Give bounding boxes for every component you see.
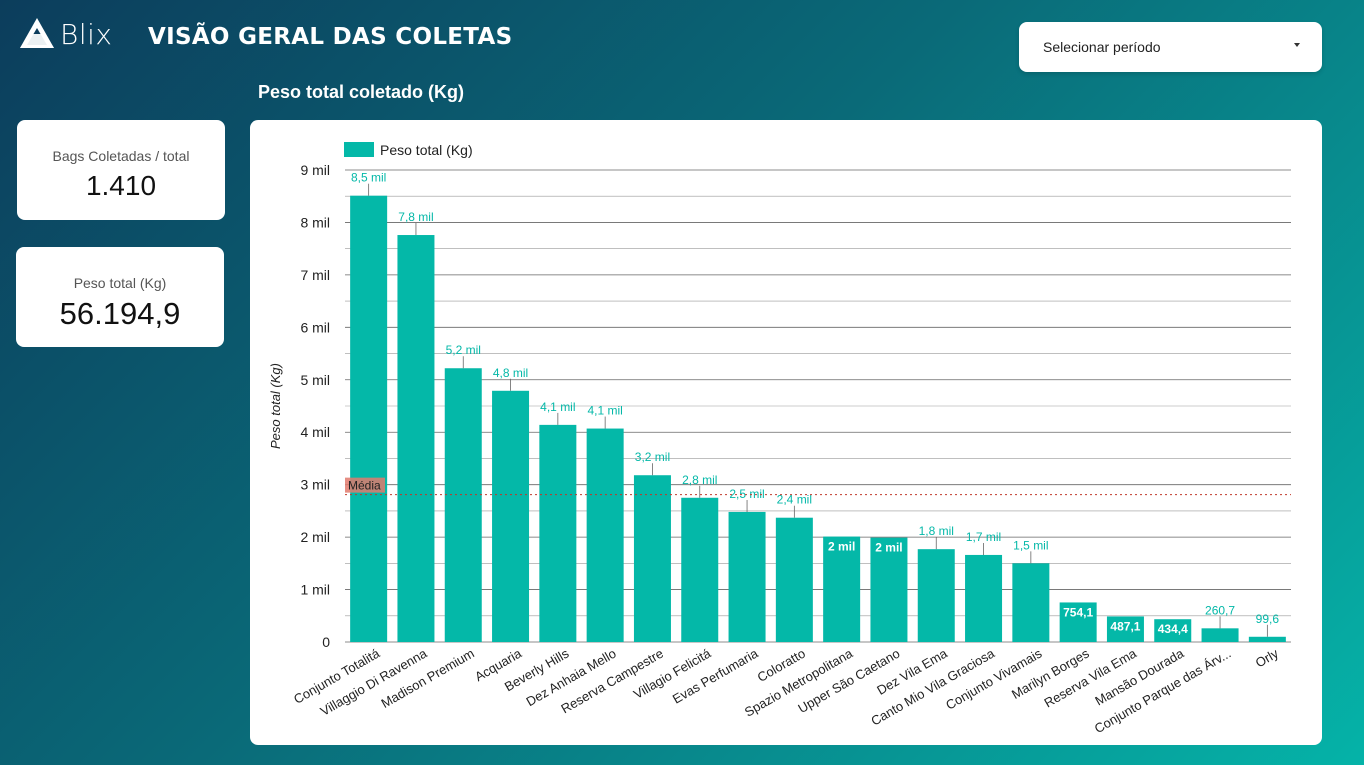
y-tick-label: 4 mil — [300, 424, 330, 440]
y-tick-label: 1 mil — [300, 582, 330, 598]
data-label: 4,1 mil — [587, 404, 622, 418]
bar — [823, 536, 861, 642]
kpi-label: Bags Coletadas / total — [52, 148, 190, 164]
data-label: 434,4 — [1158, 622, 1188, 636]
bar — [1154, 619, 1192, 642]
period-select-label: Selecionar período — [1043, 39, 1161, 55]
y-axis-title: Peso total (Kg) — [268, 363, 283, 449]
caret-down-icon — [1294, 43, 1300, 47]
legend-swatch — [344, 142, 374, 157]
bar — [775, 517, 813, 642]
data-label: 2 mil — [828, 540, 855, 554]
bar — [397, 235, 435, 642]
data-label: 260,7 — [1205, 603, 1235, 617]
y-tick-label: 0 — [322, 634, 330, 650]
bar — [1059, 602, 1097, 642]
x-tick-label: Orly — [1253, 645, 1282, 670]
data-label: 2,8 mil — [682, 473, 717, 487]
legend-label: Peso total (Kg) — [380, 142, 473, 158]
bar — [350, 195, 388, 642]
bar — [539, 424, 577, 642]
bar — [681, 497, 719, 642]
bar — [1248, 636, 1286, 642]
bar — [870, 537, 908, 642]
data-label: 4,1 mil — [540, 400, 575, 414]
bar — [633, 475, 671, 642]
y-tick-label: 5 mil — [300, 372, 330, 388]
kpi-value: 1.410 — [85, 170, 157, 201]
average-tag — [345, 477, 385, 493]
kpi-card-bags: Bags Coletadas / total 1.410 — [17, 120, 225, 220]
page-title: VISÃO GERAL DAS COLETAS — [148, 24, 513, 50]
bar — [1201, 628, 1239, 642]
data-label: 3,2 mil — [635, 450, 670, 464]
kpi-label: Peso total (Kg) — [73, 275, 167, 291]
average-label: Média — [348, 479, 381, 493]
chart-heading: Peso total coletado (Kg) — [258, 82, 465, 102]
data-label: 5,2 mil — [446, 343, 481, 357]
bar — [492, 390, 530, 642]
data-label: 1,8 mil — [919, 524, 954, 538]
kpi-card-weight: Peso total (Kg) 56.194,9 — [16, 247, 224, 347]
y-tick-label: 2 mil — [300, 529, 330, 545]
brand-name: Blix — [60, 17, 113, 51]
data-label: 4,8 mil — [493, 366, 528, 380]
y-tick-label: 8 mil — [300, 214, 330, 230]
bar — [1012, 563, 1050, 642]
bar — [1106, 616, 1144, 642]
x-tick-label: Evas Perfumaria — [670, 645, 761, 706]
y-tick-label: 6 mil — [300, 319, 330, 335]
bar — [586, 428, 624, 642]
data-label: 1,7 mil — [966, 530, 1001, 544]
y-tick-label: 9 mil — [300, 162, 330, 178]
bar — [917, 549, 955, 642]
blix-logo: Blix — [18, 16, 112, 52]
data-label: 487,1 — [1110, 619, 1140, 633]
blix-logo-icon — [20, 18, 54, 48]
chart-card: 0 1 mil 2 mil 3 mil 4 mil 5 mil 6 mil 7 mil 8 mi… — [250, 120, 1322, 745]
data-label: 2,5 mil — [729, 487, 764, 501]
data-label: 99,6 — [1256, 612, 1280, 626]
y-tick-label: 7 mil — [300, 267, 330, 283]
y-tick-label: 3 mil — [300, 477, 330, 493]
bar-chart: 0 1 mil 2 mil 3 mil 4 mil 5 mil 6 mil 7 mil 8 mi… — [268, 142, 1291, 736]
data-label: 7,8 mil — [398, 210, 433, 224]
bar — [444, 368, 482, 642]
data-label: 2,4 mil — [777, 493, 812, 507]
bar — [728, 511, 766, 642]
data-label: 2 mil — [875, 541, 902, 555]
period-select[interactable]: Selecionar período — [1019, 22, 1322, 72]
data-label: 8,5 mil — [351, 171, 386, 185]
data-label: 754,1 — [1063, 605, 1093, 619]
kpi-value: 56.194,9 — [59, 296, 181, 331]
data-label: 1,5 mil — [1013, 538, 1048, 552]
bar — [965, 554, 1003, 642]
